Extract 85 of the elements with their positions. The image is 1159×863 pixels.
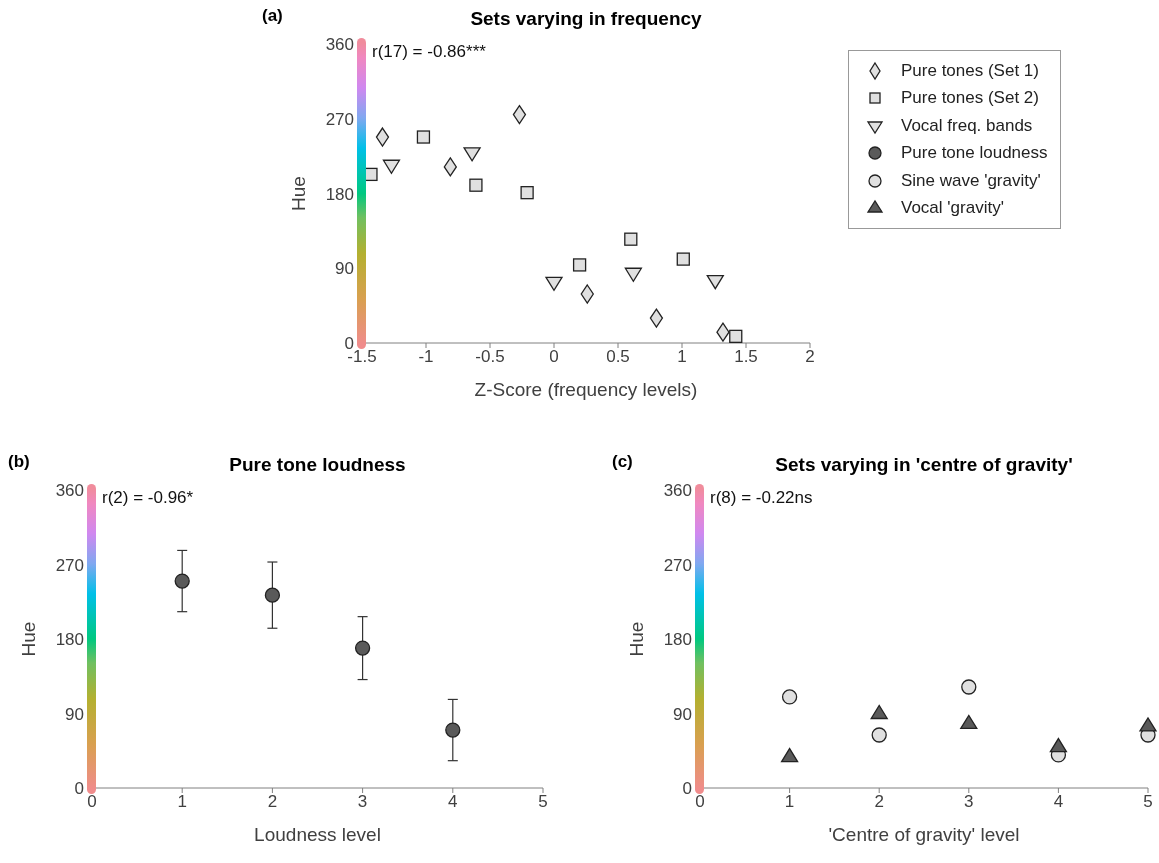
- x-tick-label: 4: [448, 792, 458, 812]
- point: [961, 679, 977, 695]
- y-tick-label: 0: [344, 334, 354, 354]
- point: [870, 704, 888, 720]
- annotation: r(2) = -0.96*: [102, 488, 194, 508]
- x-tick-label: 1: [177, 792, 187, 812]
- point: [512, 104, 527, 125]
- annotation: r(17) = -0.86***: [372, 42, 486, 62]
- y-tick-label: 0: [74, 779, 84, 799]
- x-tick-label: 2: [805, 347, 815, 367]
- chart-title: Sets varying in frequency: [469, 8, 703, 30]
- x-tick-label: 3: [357, 792, 368, 812]
- point: [1049, 737, 1068, 753]
- text: (c): [612, 452, 633, 472]
- y-tick-label: 360: [325, 35, 354, 55]
- y-tick-label: 90: [65, 704, 84, 724]
- annotation: r(8) = -0.22ns: [710, 488, 813, 508]
- point: [624, 232, 638, 246]
- x-tick-label: -1: [418, 347, 434, 367]
- x-tick-label: 0: [695, 792, 705, 812]
- y-tick-label: 360: [55, 481, 84, 501]
- x-tick-label: 4: [1053, 792, 1064, 812]
- point: [676, 252, 690, 266]
- x-axis-title: Z-Score (frequency levels): [474, 379, 698, 400]
- chart-title: Pure tone loudness: [228, 454, 407, 476]
- x-axis-title: 'Centre of gravity' level: [828, 824, 1020, 845]
- point: [729, 329, 743, 344]
- point: [624, 267, 643, 282]
- legend-label: Pure tone loudness: [901, 143, 1048, 164]
- point: [264, 587, 281, 603]
- y-axis-title: Hue: [287, 176, 309, 211]
- x-tick-label: 5: [538, 792, 548, 812]
- point: [1139, 717, 1157, 732]
- legend-label: Vocal 'gravity': [901, 198, 1004, 219]
- point: [445, 722, 461, 738]
- y-tick-label: 360: [663, 481, 692, 501]
- legend-label: Sine wave 'gravity': [901, 170, 1041, 191]
- x-tick-label: 3: [964, 792, 974, 812]
- point: [443, 157, 457, 177]
- point: [354, 640, 371, 656]
- x-tick-label: 5: [1143, 792, 1153, 812]
- y-tick-label: 180: [663, 630, 692, 650]
- y-tick-label: 180: [325, 184, 354, 204]
- x-tick-label: 2: [874, 792, 884, 812]
- x-tick-label: 2: [267, 792, 278, 812]
- legend-label: Vocal freq. bands: [901, 115, 1033, 136]
- point: [780, 747, 799, 763]
- x-tick-label: 1: [677, 347, 687, 367]
- legend-label: Pure tones (Set 1): [901, 60, 1039, 81]
- y-tick-label: 90: [673, 704, 692, 724]
- point: [716, 322, 730, 342]
- x-tick-label: 0: [549, 347, 559, 367]
- y-tick-label: 270: [325, 109, 354, 129]
- x-tick-label: 1: [784, 792, 795, 812]
- y-tick-label: 90: [335, 259, 354, 279]
- y-tick-label: 270: [663, 555, 692, 575]
- point: [469, 178, 483, 192]
- point: [416, 130, 431, 144]
- x-tick-label: 0.5: [606, 347, 630, 367]
- x-tick-label: -0.5: [475, 347, 505, 367]
- point: [463, 147, 481, 162]
- point: [174, 573, 190, 589]
- x-axis-title: Loudness level: [254, 824, 381, 845]
- point: [960, 714, 978, 730]
- point: [580, 284, 594, 304]
- point: [572, 258, 587, 272]
- point: [871, 727, 887, 743]
- point: [781, 689, 798, 705]
- x-tick-label: 1.5: [734, 347, 758, 367]
- y-axis-title: Hue: [17, 621, 39, 657]
- y-tick-label: 0: [682, 779, 692, 799]
- point: [706, 275, 724, 290]
- y-axis-title: Hue: [625, 621, 647, 657]
- x-tick-label: 0: [87, 792, 97, 812]
- y-tick-label: 270: [55, 555, 84, 575]
- legend-label: Pure tones (Set 2): [901, 88, 1039, 109]
- y-tick-label: 180: [55, 630, 84, 650]
- text: (b): [8, 452, 30, 472]
- point: [520, 186, 534, 200]
- text: (a): [262, 6, 283, 26]
- point: [649, 308, 664, 328]
- point: [382, 159, 401, 174]
- chart-title: Sets varying in 'centre of gravity': [774, 454, 1074, 476]
- point: [545, 276, 563, 292]
- point: [375, 127, 390, 147]
